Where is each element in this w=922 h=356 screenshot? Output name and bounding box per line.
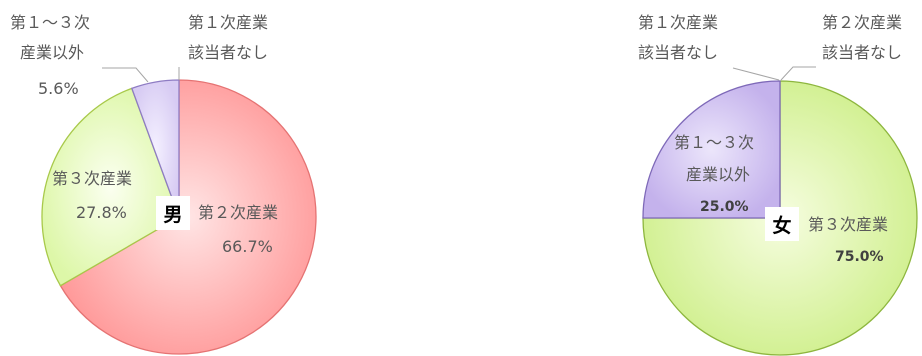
slice-label-primary-f-line1: 第１次産業: [638, 13, 718, 32]
leader-line-other: [102, 67, 149, 83]
slice-label-primary-line1: 第１次産業: [188, 13, 268, 32]
female-slice-1: [642, 80, 918, 356]
slice-label-tertiary: 第３次産業: [52, 169, 132, 188]
center-label-female: 女: [772, 214, 791, 237]
female-slice-2: [642, 80, 781, 219]
slice-label-other-line1: 第１〜３次: [10, 13, 90, 32]
leader-line-secondary: [780, 66, 816, 81]
slice-label-secondary-f-line2: 該当者なし: [822, 43, 902, 62]
slice-value-other-f: 25.0%: [700, 199, 749, 215]
pie-chart-male: 第１次産業 該当者なし 第１〜３次 産業以外 5.6% 第３次産業 27.8% …: [10, 13, 317, 355]
leader-line-primary-f: [732, 67, 780, 81]
male-slice-3: [130, 79, 180, 218]
male-slice-2: [41, 87, 180, 287]
slice-label-primary-line2: 該当者なし: [188, 43, 268, 62]
center-label-box: [156, 196, 190, 230]
slice-label-other-line2: 産業以外: [20, 43, 84, 62]
slice-value-secondary: 66.7%: [222, 237, 273, 256]
slice-label-secondary-f-line1: 第２次産業: [822, 13, 902, 32]
slice-label-secondary: 第２次産業: [198, 203, 278, 222]
slice-label-other-f-line1: 第１〜３次: [674, 133, 754, 152]
center-label-box-f: [765, 207, 799, 241]
slice-label-other-f-line2: 産業以外: [686, 165, 750, 184]
slice-label-primary-f-line2: 該当者なし: [638, 43, 718, 62]
slice-label-tertiary-f: 第３次産業: [808, 215, 888, 234]
slice-value-tertiary: 27.8%: [76, 203, 127, 222]
slice-value-tertiary-f: 75.0%: [835, 249, 884, 265]
slice-value-other: 5.6%: [38, 79, 79, 98]
pie-chart-female: 第１次産業 該当者なし 第２次産業 該当者なし 第１〜３次 産業以外 25.0%…: [638, 13, 918, 356]
center-label-male: 男: [163, 204, 182, 226]
